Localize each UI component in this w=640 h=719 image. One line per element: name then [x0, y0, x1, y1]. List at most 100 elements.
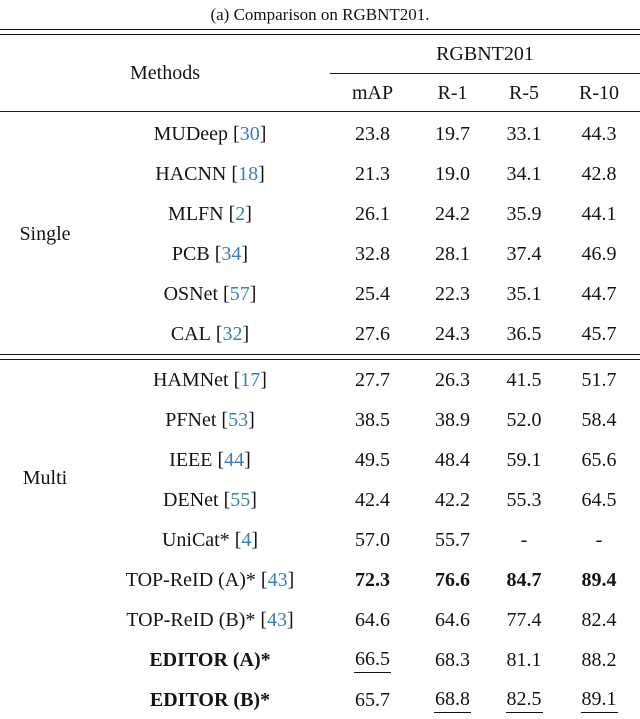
value-cell: 49.5 — [355, 448, 390, 471]
value-cell: 89.1 — [558, 680, 640, 719]
value-cell: 26.1 — [355, 202, 390, 225]
value-cell: 81.1 — [506, 648, 542, 671]
citation-link[interactable]: 32 — [222, 322, 243, 345]
value-cell: 65.7 — [355, 688, 390, 711]
citation-link[interactable]: 17 — [240, 368, 261, 391]
value-cell: 82.5 — [490, 680, 558, 719]
value-cell: 64.6 — [355, 608, 390, 631]
table-header: Methods RGBNT201 mAP R-1 R-5 R-10 — [0, 35, 640, 111]
value-cell: 68.3 — [435, 648, 470, 671]
value-cell: 37.4 — [506, 242, 542, 265]
method-cell: CAL [32] — [170, 322, 250, 345]
value-cell: 22.3 — [435, 282, 470, 305]
citation-link[interactable]: 55 — [230, 488, 251, 511]
value-cell: 35.9 — [506, 202, 542, 225]
value-cell: 21.3 — [355, 162, 390, 185]
value-cell: 41.5 — [506, 368, 542, 391]
method-cell: TOP-ReID (B)* [43] — [126, 608, 294, 631]
value-cell: 38.5 — [355, 408, 390, 431]
method-cell: OSNet [57] — [163, 282, 257, 305]
method-cell: EDITOR (B)* — [90, 680, 330, 719]
value-cell: 19.7 — [435, 122, 470, 145]
value-cell: 35.1 — [506, 282, 542, 305]
method-cell: PFNet [53] — [165, 408, 255, 431]
table-block-multi: Multi HAMNet [17] 27.7 26.3 41.5 51.7 PFNet [5… — [0, 360, 640, 719]
col-header-r5: R-5 — [509, 81, 539, 104]
value-cell: - — [520, 528, 528, 551]
method-cell: PCB [34] — [171, 242, 249, 265]
method-name: TOP-ReID (A)* — [125, 568, 256, 591]
table-block-single: Single MUDeep [30] 23.8 19.7 33.1 44.3 HACNN [… — [0, 114, 640, 354]
citation-link[interactable]: 4 — [241, 528, 252, 551]
value-cell: 42.4 — [355, 488, 390, 511]
citation-link[interactable]: 34 — [221, 242, 242, 265]
value-cell: 19.0 — [435, 162, 470, 185]
value-cell: 82.4 — [581, 608, 617, 631]
table-caption: (a) Comparison on RGBNT201. — [210, 4, 430, 24]
citation-link[interactable]: 44 — [224, 448, 245, 471]
value-cell: 84.7 — [506, 568, 542, 591]
method-name: TOP-ReID (B)* — [126, 608, 256, 631]
methods-column-header: Methods — [130, 61, 200, 84]
value-cell: 58.4 — [581, 408, 617, 431]
method-name: EDITOR (A)* — [149, 648, 271, 671]
value-cell: 59.1 — [506, 448, 542, 471]
col-header-r1: R-1 — [437, 81, 468, 104]
citation-link[interactable]: 2 — [235, 202, 246, 225]
value-cell: 64.5 — [581, 488, 617, 511]
method-cell: MUDeep [30] — [153, 122, 267, 145]
value-cell: 52.0 — [506, 408, 542, 431]
method-name: CAL — [170, 322, 211, 345]
method-cell: UniCat* [4] — [161, 528, 259, 551]
value-cell: 27.7 — [355, 368, 390, 391]
value-cell: 26.3 — [435, 368, 470, 391]
value-cell: 68.8 — [415, 680, 490, 719]
citation-link[interactable]: 43 — [267, 608, 288, 631]
value-cell: 55.7 — [435, 528, 470, 551]
value-cell: 57.0 — [355, 528, 390, 551]
method-name: MUDeep — [153, 122, 229, 145]
value-cell: 77.4 — [506, 608, 542, 631]
citation-link[interactable]: 30 — [239, 122, 260, 145]
value-cell: 89.4 — [581, 568, 617, 591]
value-cell: 48.4 — [435, 448, 470, 471]
method-cell: HACNN [18] — [155, 162, 265, 185]
value-cell: 45.7 — [581, 322, 617, 345]
value-cell: 36.5 — [506, 322, 542, 345]
value-cell: 44.7 — [581, 282, 617, 305]
citation-link[interactable]: 53 — [228, 408, 249, 431]
value-cell: 72.3 — [355, 568, 390, 591]
value-cell: 28.1 — [435, 242, 470, 265]
method-name: DENet — [163, 488, 219, 511]
method-name: PCB — [171, 242, 210, 265]
value-cell: 33.1 — [506, 122, 542, 145]
value-cell: 24.3 — [435, 322, 470, 345]
value-cell: 42.2 — [435, 488, 470, 511]
citation-link[interactable]: 43 — [267, 568, 288, 591]
method-name: PFNet — [165, 408, 217, 431]
method-name: MLFN — [168, 202, 224, 225]
citation-link[interactable]: 57 — [229, 282, 250, 305]
group-label-multi: Multi — [22, 466, 68, 489]
value-cell: 55.3 — [506, 488, 542, 511]
method-name: EDITOR (B)* — [149, 688, 271, 711]
value-cell: 32.8 — [355, 242, 390, 265]
value-cell: 23.8 — [355, 122, 390, 145]
method-cell: MLFN [2] — [168, 202, 252, 225]
dataset-header: RGBNT201 — [436, 42, 534, 65]
value-cell: 34.1 — [506, 162, 542, 185]
method-cell: IEEE [44] — [169, 448, 251, 471]
method-cell: HAMNet [17] — [153, 368, 267, 391]
value-cell: 88.2 — [581, 648, 617, 671]
col-header-r10: R-10 — [579, 81, 619, 104]
method-name: HAMNet — [153, 368, 229, 391]
value-cell: 51.7 — [581, 368, 617, 391]
value-cell: 65.6 — [581, 448, 617, 471]
value-cell: 25.4 — [355, 282, 390, 305]
value-cell: 64.6 — [435, 608, 470, 631]
method-name: UniCat* — [161, 528, 230, 551]
method-cell: DENet [55] — [163, 488, 257, 511]
col-header-map: mAP — [351, 81, 394, 104]
citation-link[interactable]: 18 — [238, 162, 259, 185]
